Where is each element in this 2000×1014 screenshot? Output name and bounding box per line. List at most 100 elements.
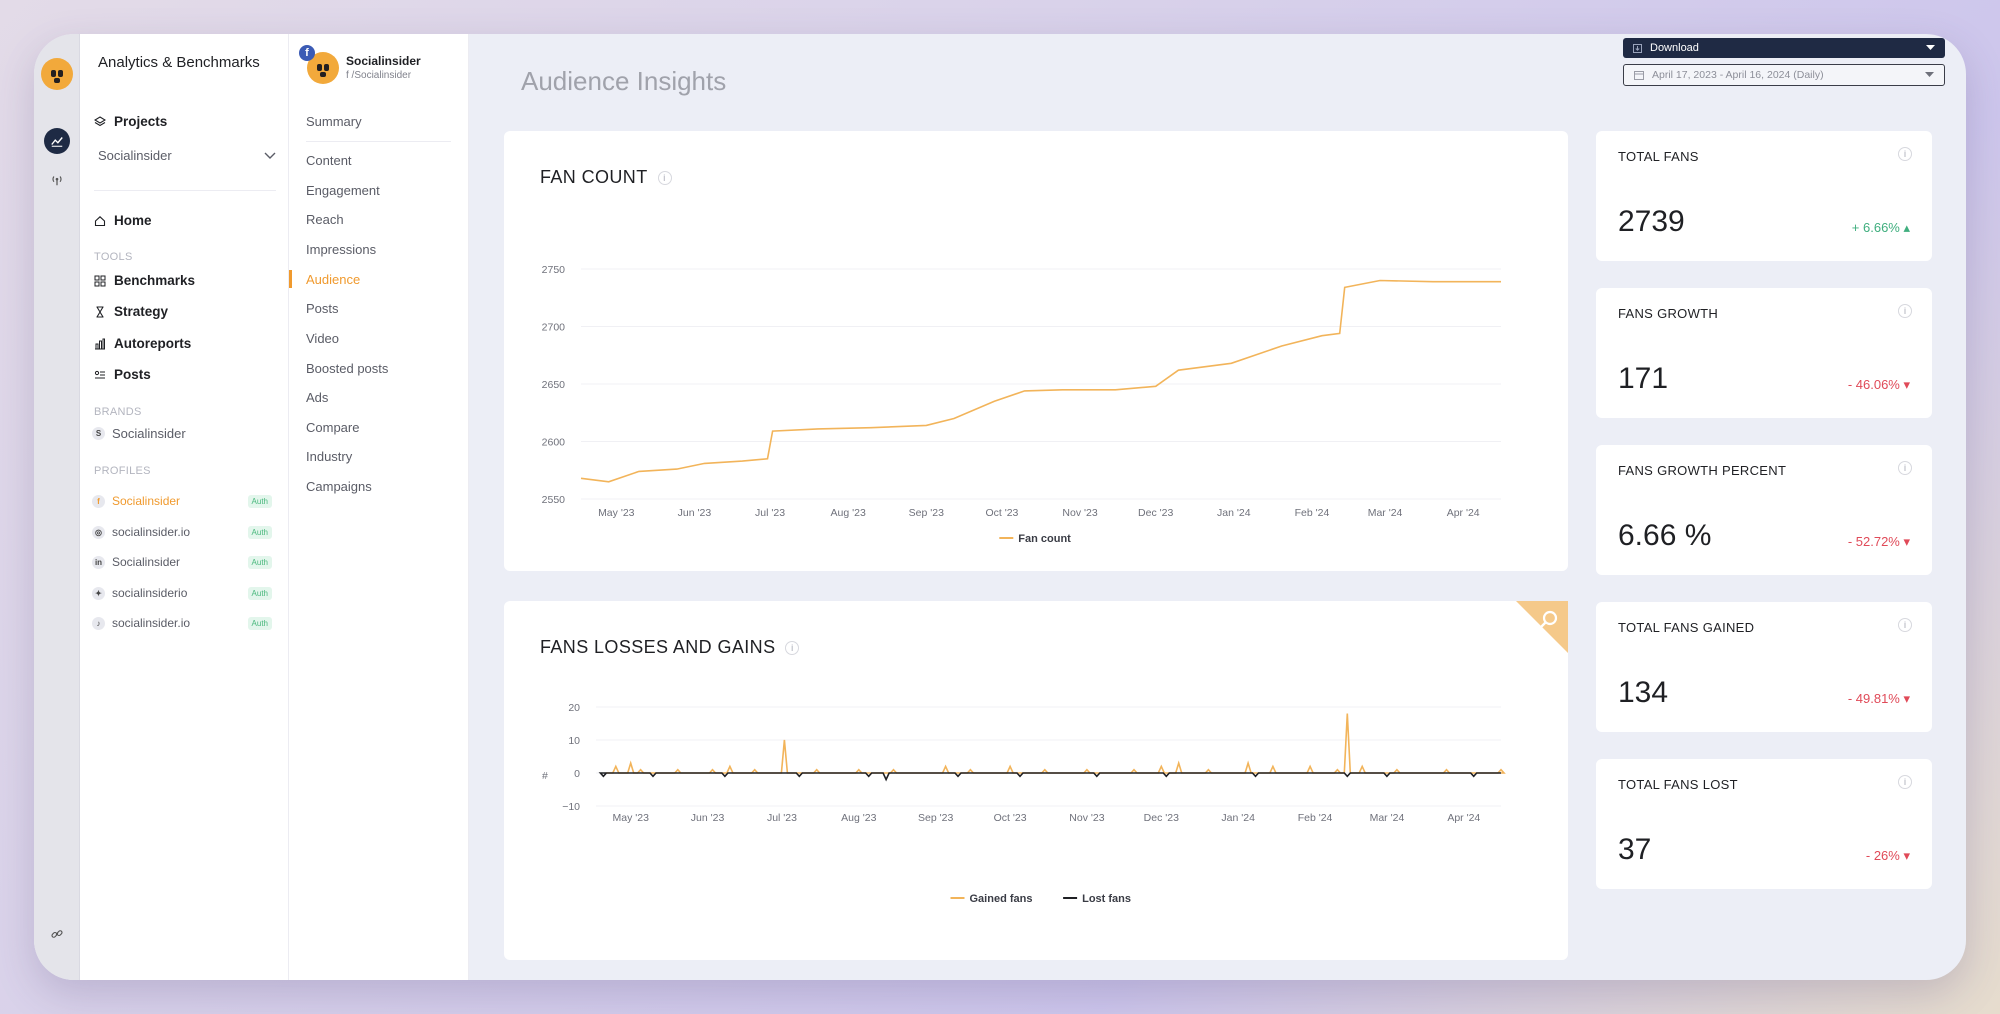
info-icon[interactable]: i <box>1898 618 1912 632</box>
stat-title: TOTAL FANS <box>1618 149 1699 164</box>
auth-badge: Auth <box>247 525 272 539</box>
x-tick-label: Apr '24 <box>1447 507 1480 519</box>
info-icon[interactable]: i <box>1898 775 1912 789</box>
stat-title: TOTAL FANS GAINED <box>1618 620 1755 635</box>
broadcast-icon[interactable] <box>44 167 70 193</box>
nav-industry[interactable]: Industry <box>306 449 353 464</box>
instagram-icon: ◎ <box>92 525 105 539</box>
nav-ads[interactable]: Ads <box>306 390 329 405</box>
info-icon[interactable]: i <box>1898 304 1912 318</box>
brand-item[interactable]: S Socialinsider <box>92 426 272 441</box>
nav-campaigns[interactable]: Campaigns <box>306 479 372 494</box>
nav-boosted-posts[interactable]: Boosted posts <box>306 361 389 376</box>
info-icon[interactable]: i <box>785 640 800 655</box>
y-tick-label: 10 <box>568 735 580 747</box>
stat-title: FANS GROWTH <box>1618 306 1719 321</box>
y-tick-label: 2550 <box>542 494 566 506</box>
calendar-icon <box>1634 71 1644 80</box>
projects-link[interactable]: Projects <box>94 114 167 129</box>
x-tick-label: Feb '24 <box>1295 507 1330 519</box>
fans-losses-gains-chart: 20 10 0 −10 May '23 Jun '23 Jul '23 Aug '23 Sep … <box>542 702 1506 905</box>
profile-item-facebook[interactable]: f Socialinsider Auth <box>92 494 272 508</box>
profile-item-instagram[interactable]: ◎ socialinsider.io Auth <box>92 525 272 539</box>
caret-down-icon <box>1925 72 1934 77</box>
divider <box>306 141 451 142</box>
strategy-label: Strategy <box>114 304 169 319</box>
x-tick-label: Sep '23 <box>909 507 944 519</box>
analytics-icon[interactable] <box>44 128 70 154</box>
nav-video[interactable]: Video <box>306 331 340 346</box>
fan-count-title: FAN COUNT i <box>540 167 672 188</box>
strategy-link[interactable]: Strategy <box>94 304 168 319</box>
app-title: Analytics & Benchmarks <box>98 54 260 71</box>
page-title: Audience Insights <box>521 66 727 96</box>
nav-summary[interactable]: Summary <box>306 114 362 129</box>
info-icon[interactable]: i <box>1898 147 1912 161</box>
y-tick-label: 2700 <box>542 322 566 334</box>
fans-losses-gains-title: FANS LOSSES AND GAINS i <box>540 637 800 658</box>
profile-name: Socialinsider <box>112 494 181 508</box>
fan-count-chart: 2550 2600 2650 2700 2750 May '23 Jun '23 Jul '2… <box>542 264 1501 545</box>
stat-value: 2739 <box>1618 205 1685 238</box>
x-tick-label: Apr '24 <box>1447 812 1480 824</box>
info-icon[interactable]: i <box>1898 461 1912 475</box>
nav-posts[interactable]: Posts <box>306 301 339 316</box>
brand-name: Socialinsider <box>112 426 186 441</box>
active-indicator <box>289 270 292 288</box>
series-line <box>606 713 1506 774</box>
x-tick-label: Jun '23 <box>678 507 712 519</box>
profile-item-tiktok[interactable]: ♪ socialinsider.io Auth <box>92 616 272 630</box>
account-handle: f /Socialinsider <box>346 70 412 81</box>
layers-icon <box>94 115 106 126</box>
stat-card-total-fans-gained: TOTAL FANS GAINED i 134 - 49.81% ▾ <box>1596 602 1932 732</box>
project-select[interactable]: Socialinsider <box>98 148 276 163</box>
nav-compare[interactable]: Compare <box>306 420 360 435</box>
home-icon <box>94 215 106 226</box>
download-button[interactable]: Download <box>1623 38 1945 58</box>
stat-change: - 49.81% ▾ <box>1847 691 1910 706</box>
nav-reach[interactable]: Reach <box>306 212 344 227</box>
home-link[interactable]: Home <box>94 213 152 228</box>
legend-label[interactable]: Gained fans <box>970 893 1033 905</box>
legend-label[interactable]: Lost fans <box>1082 893 1131 905</box>
brands-heading: BRANDS <box>94 406 142 418</box>
profile-item-linkedin[interactable]: in Socialinsider Auth <box>92 555 272 569</box>
benchmarks-link[interactable]: Benchmarks <box>94 273 195 288</box>
x-tick-label: Dec '23 <box>1144 812 1179 824</box>
profile-name: socialinsider.io <box>112 616 191 630</box>
posts-link[interactable]: Posts <box>94 367 151 382</box>
nav-engagement[interactable]: Engagement <box>306 183 380 198</box>
hourglass-icon <box>96 305 104 318</box>
profile-name: socialinsiderio <box>112 586 188 600</box>
info-icon[interactable]: i <box>657 170 672 185</box>
x-tick-label: Mar '24 <box>1370 812 1405 824</box>
twitter-icon: ✦ <box>92 586 105 600</box>
stat-card-fans-growth: FANS GROWTH i 171 - 46.06% ▾ <box>1596 288 1932 418</box>
stat-value: 171 <box>1618 362 1669 395</box>
stat-card-total-fans-lost: TOTAL FANS LOST i 37 - 26% ▾ <box>1596 759 1932 889</box>
date-range-value: April 17, 2023 - April 16, 2024 (Daily) <box>1652 69 1824 81</box>
profile-item-twitter[interactable]: ✦ socialinsiderio Auth <box>92 586 272 600</box>
x-tick-label: Jun '23 <box>691 812 725 824</box>
download-icon <box>1633 43 1642 53</box>
y-axis-marker: # <box>542 770 548 782</box>
legend-label[interactable]: Fan count <box>1018 533 1071 545</box>
profile-name: Socialinsider <box>112 555 181 569</box>
x-tick-label: Dec '23 <box>1138 507 1173 519</box>
nav-content[interactable]: Content <box>306 153 352 168</box>
nav-audience[interactable]: Audience <box>306 272 361 287</box>
x-tick-label: Aug '23 <box>831 507 866 519</box>
x-tick-label: Oct '23 <box>985 507 1018 519</box>
x-tick-label: Nov '23 <box>1062 507 1097 519</box>
icon-rail <box>34 34 80 980</box>
logo-icon[interactable] <box>41 58 73 90</box>
x-tick-label: Jan '24 <box>1221 812 1255 824</box>
stat-change: + 6.66% ▴ <box>1851 220 1910 235</box>
link-icon[interactable] <box>44 921 70 947</box>
auth-badge: Auth <box>247 586 272 600</box>
x-tick-label: Sep '23 <box>918 812 953 824</box>
nav-impressions[interactable]: Impressions <box>306 242 377 257</box>
zoom-search-icon[interactable] <box>1516 601 1568 653</box>
autoreports-link[interactable]: Autoreports <box>94 336 191 351</box>
date-range-select[interactable]: April 17, 2023 - April 16, 2024 (Daily) <box>1623 64 1945 86</box>
